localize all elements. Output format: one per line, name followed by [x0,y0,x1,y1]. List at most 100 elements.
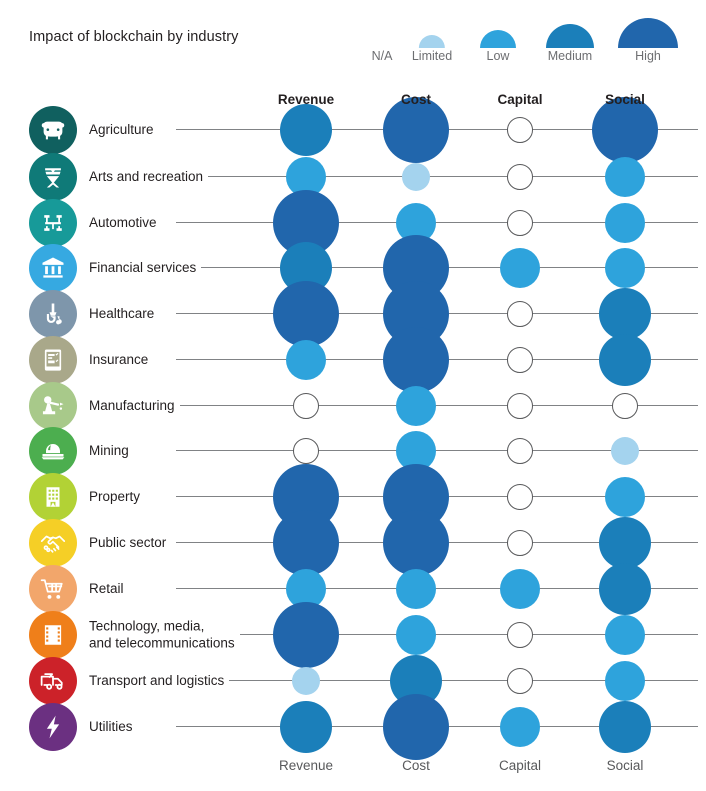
bubble-revenue-high [273,602,339,668]
column-header-revenue: Revenue [277,92,335,107]
lightning-bolt-icon [29,703,77,751]
bubble-cost-high [383,510,449,576]
stethoscope-icon [29,290,77,338]
bubble-social-low [605,661,645,701]
row-label: Retail [89,580,129,598]
bubble-cost-limited [402,163,430,191]
page-title: Impact of blockchain by industry [29,29,239,45]
bubble-revenue-na [293,393,319,419]
bubble-capital-na [507,484,533,510]
bubble-capital-low [500,569,540,609]
bank-icon [29,244,77,292]
film-strip-icon [29,611,77,659]
row-connector-line [176,450,698,451]
bubble-revenue-low [286,340,326,380]
bubble-social-medium [599,701,651,753]
delivery-truck-icon [29,657,77,705]
bubble-social-medium [599,334,651,386]
row-label: Transport and logistics [89,672,230,690]
row-connector-line [176,176,698,177]
legend: N/A Limited Low Medium High [370,14,680,64]
bubble-capital-na [507,117,533,143]
bubble-cost-high [383,97,449,163]
bubble-capital-low [500,248,540,288]
column-header-capital: Capital [497,92,543,107]
legend-label-high: High [635,49,661,63]
bubble-social-medium [599,563,651,615]
row-connector-line [176,405,698,406]
bubble-social-low [605,477,645,517]
row-connector-line [176,634,698,635]
legend-item-medium: Medium [546,24,594,64]
row-label: Insurance [89,351,154,369]
bubble-social-low [605,203,645,243]
bubble-social-low [605,615,645,655]
legend-swatch-limited [418,35,445,48]
bubble-capital-na [507,438,533,464]
bubble-cost-low [396,386,436,426]
legend-label-low: Low [486,49,510,63]
column-footer-social: Social [606,758,644,773]
row-label: Agriculture [89,121,159,139]
legend-label-na: N/A [371,49,393,63]
handshake-icon [29,519,77,567]
column-footer-capital: Capital [498,758,542,773]
bubble-cost-high [383,694,449,760]
hard-hat-icon [29,427,77,475]
bubble-cost-high [383,327,449,393]
row-label: Arts and recreation [89,168,209,186]
bubble-social-low [605,248,645,288]
legend-label-medium: Medium [547,49,593,63]
row-label: Public sector [89,534,172,552]
director-chair-icon [29,153,77,201]
shopping-cart-icon [29,565,77,613]
row-label: Manufacturing [89,397,180,415]
bubble-capital-na [507,164,533,190]
bubble-revenue-na [293,438,319,464]
legend-item-limited: Limited [412,35,452,64]
building-icon [29,473,77,521]
bubble-capital-low [500,707,540,747]
robot-arm-icon [29,382,77,430]
column-header-social: Social [605,92,645,107]
row-connector-line [176,588,698,589]
row-label: Technology, media, and telecommunications [89,618,240,652]
bubble-capital-na [507,530,533,556]
bubble-capital-na [507,393,533,419]
bubble-revenue-medium [280,104,332,156]
legend-swatch-low [480,30,516,48]
row-label: Healthcare [89,305,160,323]
bubble-social-low [605,157,645,197]
row-label: Automotive [89,214,162,232]
bubble-revenue-medium [280,701,332,753]
row-label: Property [89,488,146,506]
bubble-capital-na [507,210,533,236]
bubble-social-medium [599,517,651,569]
bubble-social-na [612,393,638,419]
bubble-social-medium [599,288,651,340]
bubble-capital-na [507,347,533,373]
bubble-capital-na [507,301,533,327]
bubble-capital-na [507,622,533,648]
row-label: Mining [89,442,134,460]
bubble-capital-na [507,668,533,694]
bubble-social-limited [611,437,639,465]
bubble-revenue-high [273,510,339,576]
legend-item-na: N/A [372,48,393,64]
row-connector-line [176,222,698,223]
row-label: Financial services [89,259,202,277]
bubble-social-high [592,97,658,163]
legend-item-low: Low [480,30,516,64]
bubble-cost-low [396,569,436,609]
bubble-cost-low [396,615,436,655]
legend-label-limited: Limited [411,49,453,63]
column-footer-revenue: Revenue [278,758,334,773]
chassis-icon [29,199,77,247]
column-footer-cost: Cost [402,758,430,773]
legend-item-high: High [618,18,678,64]
column-header-cost: Cost [401,92,431,107]
row-label: Utilities [89,718,138,736]
tablet-form-icon [29,336,77,384]
